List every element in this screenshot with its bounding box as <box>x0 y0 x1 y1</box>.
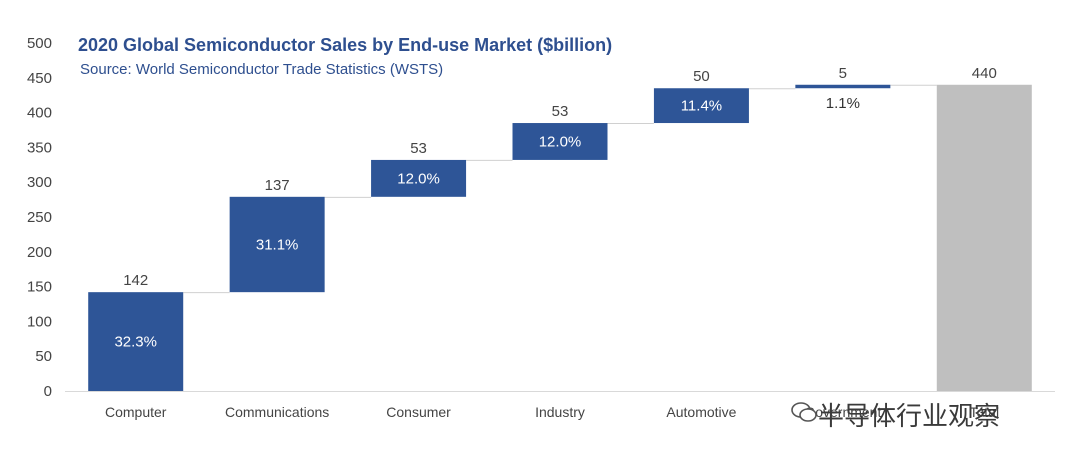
bar-3 <box>512 123 608 160</box>
wechat-icon <box>791 402 817 422</box>
y-tick-label: 200 <box>27 244 52 261</box>
y-tick-label: 500 <box>27 35 52 52</box>
chart-subtitle: Source: World Semiconductor Trade Statis… <box>80 61 443 78</box>
value-label: 53 <box>552 103 569 120</box>
y-tick-label: 50 <box>35 348 52 365</box>
y-tick-label: 250 <box>27 209 52 226</box>
value-label: 137 <box>265 177 290 194</box>
y-tick-label: 100 <box>27 313 52 330</box>
category-label: Communications <box>225 404 329 420</box>
chart-title: 2020 Global Semiconductor Sales by End-u… <box>78 35 612 55</box>
percent-label: 12.0% <box>397 170 440 187</box>
y-tick-label: 450 <box>27 70 52 87</box>
percent-label: 11.4% <box>681 98 722 115</box>
percent-label: 31.1% <box>256 236 299 253</box>
category-label: Automotive <box>666 404 736 420</box>
category-label: Government <box>804 404 881 420</box>
category-label: Consumer <box>386 404 451 420</box>
bar-6 <box>936 84 1032 391</box>
percent-label: 32.3% <box>114 334 157 351</box>
y-tick-label: 0 <box>44 383 52 400</box>
category-label: Computer <box>105 404 167 420</box>
category-label: Total <box>969 404 999 420</box>
value-label: 142 <box>123 272 148 289</box>
y-tick-label: 400 <box>27 105 52 122</box>
bar-5 <box>795 84 891 89</box>
percent-label: 1.1% <box>826 95 860 112</box>
value-label: 50 <box>693 68 710 85</box>
y-tick-label: 150 <box>27 279 52 296</box>
y-tick-label: 300 <box>27 174 52 191</box>
category-label: Industry <box>535 404 585 420</box>
y-tick-label: 350 <box>27 139 52 156</box>
bar-0 <box>88 292 184 391</box>
watermark-text: 半导体行业观察 <box>818 402 1001 432</box>
value-label: 440 <box>972 65 997 82</box>
value-label: 5 <box>839 65 847 82</box>
bar-2 <box>371 159 467 197</box>
value-label: 53 <box>410 140 427 157</box>
bar-4 <box>653 88 749 124</box>
percent-label: 12.0% <box>539 133 582 150</box>
bar-1 <box>229 196 325 293</box>
